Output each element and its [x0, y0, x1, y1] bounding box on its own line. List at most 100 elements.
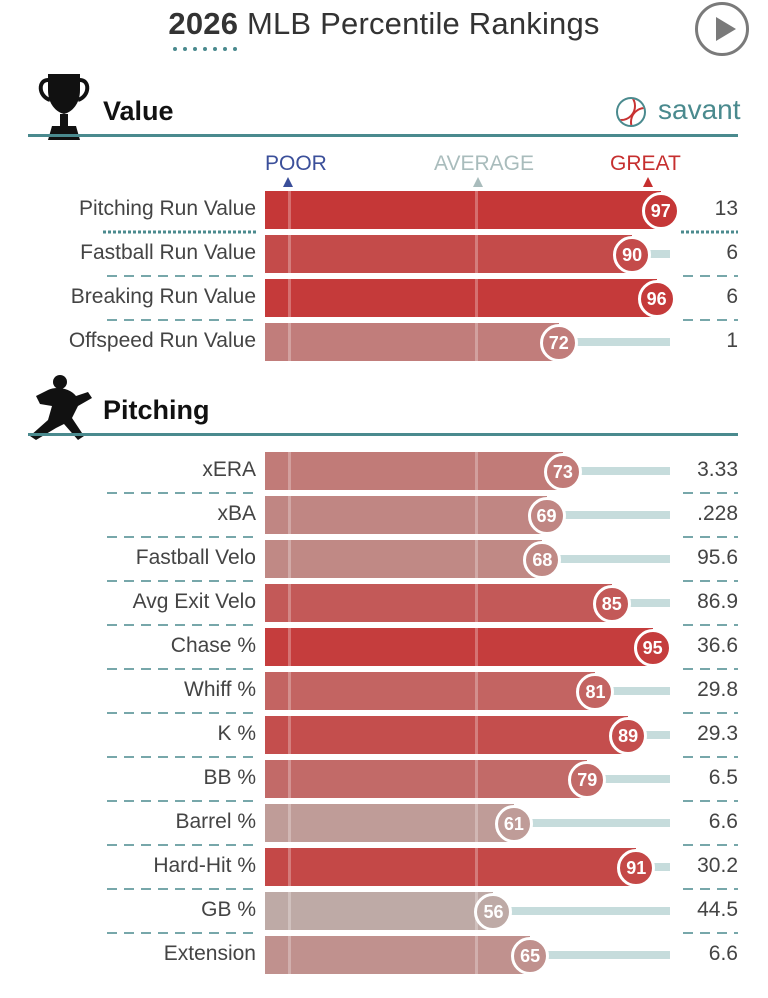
- baseball-icon: [616, 97, 646, 127]
- metric-value-whiff: 29.8: [697, 678, 738, 701]
- metric-value-gb: 44.5: [697, 898, 738, 921]
- metric-value-bb: 6.5: [708, 766, 738, 789]
- bar-gridline-poor: [288, 235, 291, 273]
- metric-label-bb[interactable]: BB %: [203, 766, 256, 789]
- bar-gridline-average: [475, 804, 478, 842]
- bar-gridline-average: [475, 452, 478, 490]
- bar-gridline-poor: [288, 892, 291, 930]
- play-button[interactable]: [695, 2, 749, 56]
- percentile-circle-fastball-run-value: 90: [613, 236, 652, 274]
- percentile-track-fastball-run-value: [632, 250, 670, 258]
- metric-label-avg-exit-velo[interactable]: Avg Exit Velo: [132, 590, 256, 613]
- percentile-track-k: [628, 731, 670, 739]
- bar-gridline-poor: [288, 672, 291, 710]
- percentile-circle-pitching-run-value: 97: [641, 192, 680, 230]
- bar-gridline-average: [475, 496, 478, 534]
- percentile-circle-bb: 79: [568, 761, 607, 799]
- percentile-track-barrel: [513, 819, 670, 827]
- scale-marker-average: [473, 177, 483, 187]
- section-divider-value: [28, 134, 738, 137]
- metric-value-fastball-velo: 95.6: [697, 546, 738, 569]
- bar-gridline-poor: [288, 936, 291, 974]
- bar-gridline-poor: [288, 279, 291, 317]
- scale-label-average: AVERAGE: [434, 152, 534, 175]
- percentile-track-bb: [587, 775, 670, 783]
- percentile-circle-k: 89: [609, 717, 648, 755]
- metric-label-gb[interactable]: GB %: [201, 898, 256, 921]
- percentile-bar-k[interactable]: [265, 716, 629, 754]
- metric-label-whiff[interactable]: Whiff %: [184, 678, 256, 701]
- bar-gridline-average: [475, 279, 478, 317]
- metric-label-chase[interactable]: Chase %: [170, 634, 256, 657]
- bar-gridline-poor: [288, 323, 291, 361]
- percentile-circle-fastball-velo: 68: [523, 541, 562, 579]
- percentile-bar-fastball-velo[interactable]: [265, 540, 543, 578]
- percentile-track-avg-exit-velo: [611, 599, 670, 607]
- metric-value-offspeed-run-value: 1: [726, 329, 738, 352]
- metric-label-fastball-run-value[interactable]: Fastball Run Value: [80, 241, 256, 264]
- metric-label-offspeed-run-value[interactable]: Offspeed Run Value: [68, 329, 256, 352]
- percentile-bar-chase[interactable]: [265, 628, 653, 666]
- pitcher-icon: [30, 375, 92, 440]
- percentile-bar-xba[interactable]: [265, 496, 547, 534]
- bar-gridline-average: [475, 235, 478, 273]
- metric-value-k: 29.3: [697, 722, 738, 745]
- bar-gridline-average: [475, 628, 478, 666]
- percentile-track-fastball-velo: [542, 555, 670, 563]
- percentile-bar-breaking-run-value[interactable]: [265, 279, 657, 317]
- bar-gridline-average: [475, 936, 478, 974]
- metric-label-hard-hit[interactable]: Hard-Hit %: [153, 854, 256, 877]
- percentile-circle-extension: 65: [511, 937, 550, 975]
- metric-label-extension[interactable]: Extension: [163, 942, 256, 965]
- bar-gridline-poor: [288, 628, 291, 666]
- bar-gridline-poor: [288, 760, 291, 798]
- metric-label-pitching-run-value[interactable]: Pitching Run Value: [78, 197, 256, 220]
- percentile-circle-xera: 73: [543, 453, 582, 491]
- metric-value-xba: .228: [697, 502, 738, 525]
- metric-label-xera[interactable]: xERA: [202, 458, 256, 481]
- metric-value-breaking-run-value: 6: [726, 285, 738, 308]
- percentile-bar-xera[interactable]: [265, 452, 563, 490]
- percentile-bar-bb[interactable]: [265, 760, 588, 798]
- percentile-circle-avg-exit-velo: 85: [592, 585, 631, 623]
- percentile-bar-avg-exit-velo[interactable]: [265, 584, 612, 622]
- bar-gridline-poor: [288, 191, 291, 229]
- metric-label-xba[interactable]: xBA: [217, 502, 256, 525]
- section-title-pitching: Pitching: [103, 395, 210, 425]
- percentile-bar-gb[interactable]: [265, 892, 494, 930]
- bar-gridline-poor: [288, 584, 291, 622]
- bar-gridline-average: [475, 848, 478, 886]
- percentile-track-gb: [493, 907, 670, 915]
- savant-logo[interactable]: savant: [612, 94, 742, 134]
- scale-label-great: GREAT: [610, 152, 681, 175]
- metric-value-barrel: 6.6: [708, 810, 738, 833]
- metric-value-hard-hit: 30.2: [697, 854, 738, 877]
- metric-label-barrel[interactable]: Barrel %: [175, 810, 256, 833]
- percentile-track-whiff: [595, 687, 670, 695]
- bar-gridline-poor: [288, 496, 291, 534]
- bar-gridline-average: [475, 540, 478, 578]
- percentile-bar-fastball-run-value[interactable]: [265, 235, 633, 273]
- metric-label-fastball-velo[interactable]: Fastball Velo: [135, 546, 256, 569]
- metric-value-avg-exit-velo: 86.9: [697, 590, 738, 613]
- metric-label-breaking-run-value[interactable]: Breaking Run Value: [70, 285, 256, 308]
- percentile-bar-whiff[interactable]: [265, 672, 596, 710]
- scale-label-poor: POOR: [265, 152, 327, 175]
- percentile-circle-breaking-run-value: 96: [637, 280, 676, 318]
- percentile-bar-offspeed-run-value[interactable]: [265, 323, 559, 361]
- percentile-bar-barrel[interactable]: [265, 804, 514, 842]
- metric-value-chase: 36.6: [697, 634, 738, 657]
- percentile-bar-extension[interactable]: [265, 936, 531, 974]
- scale-marker-great: [643, 177, 653, 187]
- percentile-bar-hard-hit[interactable]: [265, 848, 637, 886]
- percentile-bar-pitching-run-value[interactable]: [265, 191, 661, 229]
- bar-gridline-poor: [288, 716, 291, 754]
- scale-marker-poor: [283, 177, 293, 187]
- metric-label-k[interactable]: K %: [217, 722, 256, 745]
- bar-gridline-poor: [288, 452, 291, 490]
- bar-gridline-poor: [288, 540, 291, 578]
- percentile-circle-xba: 69: [527, 497, 566, 535]
- percentile-circle-barrel: 61: [494, 805, 533, 843]
